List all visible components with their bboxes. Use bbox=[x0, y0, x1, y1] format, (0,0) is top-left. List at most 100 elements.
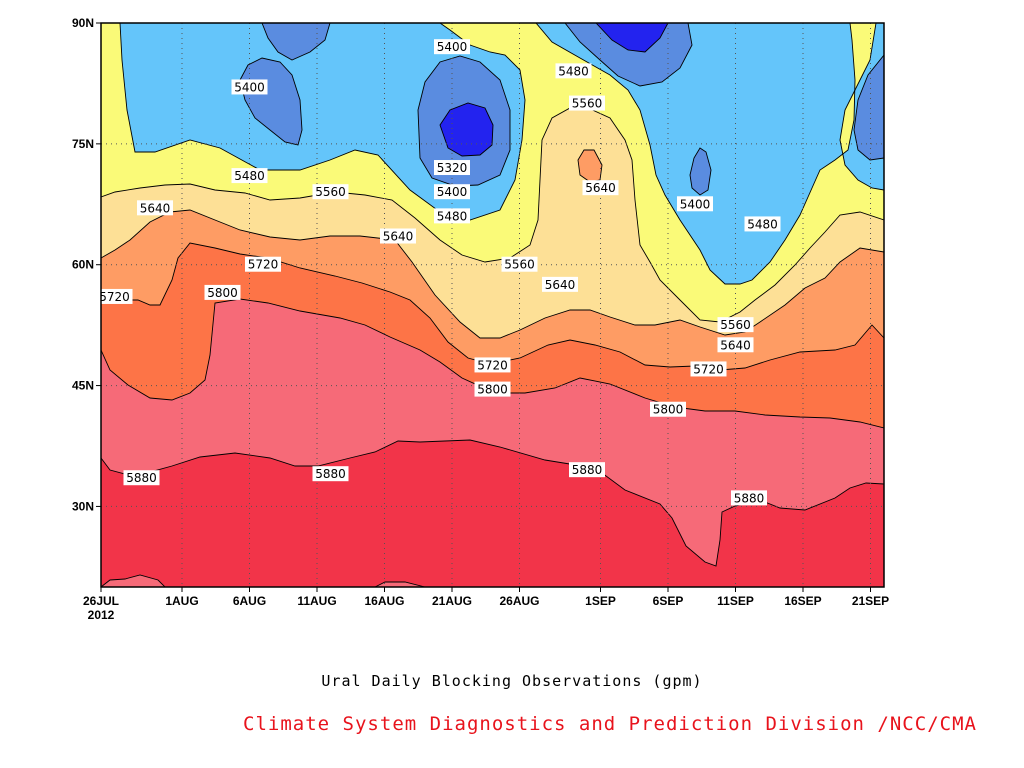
contour-label-text: 5400 bbox=[680, 197, 711, 211]
contour-labels: 5400 5400 5480 5560 5320 5480 5400 5640 5400 5560… bbox=[99, 39, 781, 506]
contour-label-text: 5880 bbox=[734, 491, 765, 505]
contour-label-bg bbox=[569, 95, 605, 111]
contour-label: 5720 bbox=[474, 357, 511, 373]
x-tick-label: 16SEP bbox=[784, 594, 821, 608]
contour-label-text: 5800 bbox=[477, 383, 508, 397]
y-tick-label: 60N bbox=[72, 258, 94, 272]
contour-label-bg bbox=[542, 276, 578, 292]
contour-label-text: 5560 bbox=[720, 318, 751, 332]
contour-label-text: 5560 bbox=[504, 258, 535, 272]
contour-label: 5800 bbox=[204, 284, 241, 300]
x-tick-label: 16AUG bbox=[364, 594, 404, 608]
contour-label-bg bbox=[380, 228, 416, 244]
contour-label-bg bbox=[245, 256, 281, 272]
contour-label-text: 5400 bbox=[437, 40, 468, 54]
contour-label-text: 5400 bbox=[234, 80, 265, 94]
contour-label-bg bbox=[744, 216, 781, 232]
contour-label-bg bbox=[231, 79, 268, 95]
contour-label: 5560 bbox=[717, 317, 754, 333]
contour-label-bg bbox=[717, 317, 754, 333]
contour-label-text: 5720 bbox=[248, 258, 279, 272]
contour-label-text: 5640 bbox=[140, 201, 171, 215]
contour-label-bg bbox=[204, 284, 241, 300]
contour-label-text: 5560 bbox=[315, 185, 346, 199]
contour-label: 5720 bbox=[690, 361, 727, 377]
contour-label: 5560 bbox=[312, 184, 349, 200]
y-axis: 30N 45N 60N 75N 90N bbox=[72, 16, 101, 513]
contour-label-text: 5560 bbox=[572, 97, 603, 111]
contour-label: 5720 bbox=[99, 288, 133, 304]
contour-label-bg bbox=[434, 39, 470, 55]
contour-label-bg bbox=[123, 470, 160, 486]
contour-label-bg bbox=[231, 168, 268, 184]
contour-label-text: 5480 bbox=[437, 209, 468, 223]
contour-label: 5400 bbox=[677, 196, 713, 212]
contour-label-text: 5720 bbox=[99, 290, 130, 304]
contour-label: 5400 bbox=[231, 79, 268, 95]
contour-label: 5400 bbox=[434, 184, 470, 200]
contour-label-text: 5640 bbox=[585, 181, 616, 195]
band-5400-f bbox=[854, 55, 884, 160]
band-5400-d bbox=[565, 23, 692, 86]
contour-label-bg bbox=[731, 490, 767, 506]
x-tick-label: 1AUG bbox=[165, 594, 198, 608]
contour-label: 5880 bbox=[123, 470, 160, 486]
contour-lines bbox=[101, 23, 884, 587]
contour-label: 5480 bbox=[434, 208, 470, 224]
contour-label: 5880 bbox=[312, 466, 349, 482]
contour-label-bg bbox=[717, 337, 754, 353]
contour-label-text: 5880 bbox=[315, 467, 346, 481]
y-tick-label: 30N bbox=[72, 499, 94, 513]
contour-label: 5880 bbox=[569, 462, 605, 478]
y-tick-label: 75N bbox=[72, 137, 94, 151]
band-bottom-patch bbox=[101, 575, 165, 587]
x-tick-label: 1SEP bbox=[585, 594, 616, 608]
x-axis: 26JUL 1AUG 6AUG 11AUG 16AUG 21AUG 26AUG 1SEP 6SE… bbox=[83, 587, 889, 622]
contour-label-text: 5480 bbox=[234, 169, 265, 183]
contour-label: 5560 bbox=[501, 256, 538, 272]
x-tick-label: 6AUG bbox=[233, 594, 266, 608]
contour-label-bg bbox=[474, 357, 511, 373]
band-bottom-patch-2 bbox=[375, 582, 425, 587]
contour-label-bg bbox=[434, 160, 470, 176]
contour-label: 5480 bbox=[231, 168, 268, 184]
contour-label: 5640 bbox=[542, 276, 578, 292]
contour-label-bg bbox=[101, 288, 133, 304]
contour-label-bg bbox=[312, 466, 349, 482]
contour-label-bg bbox=[474, 381, 511, 397]
x-tick-label: 11AUG bbox=[297, 594, 336, 608]
y-tick-label: 90N bbox=[72, 16, 94, 30]
y-tick-label: 45N bbox=[72, 379, 94, 393]
x-tick-label: 26JUL bbox=[83, 594, 119, 608]
contour-label: 5640 bbox=[582, 180, 619, 196]
contour-label: 5560 bbox=[569, 95, 605, 111]
contour-label: 5480 bbox=[555, 63, 592, 79]
band-5640-island bbox=[578, 150, 602, 182]
contour-label-text: 5800 bbox=[207, 286, 238, 300]
x-year-label: 2012 bbox=[88, 608, 115, 622]
contour-label-bg bbox=[569, 462, 605, 478]
band-5320-b bbox=[596, 23, 668, 52]
contour-label: 5320 bbox=[434, 160, 470, 176]
contour-label-text: 5880 bbox=[572, 463, 603, 477]
contour-label: 5720 bbox=[245, 256, 281, 272]
contour-label: 5800 bbox=[474, 381, 511, 397]
contour-label: 5400 bbox=[434, 39, 470, 55]
x-tick-label: 21SEP bbox=[852, 594, 889, 608]
x-tick-label: 11SEP bbox=[717, 594, 754, 608]
contour-label-text: 5480 bbox=[558, 64, 589, 78]
contour-label-text: 5640 bbox=[720, 338, 751, 352]
contour-label: 5640 bbox=[137, 200, 173, 216]
contour-label-bg bbox=[555, 63, 592, 79]
contour-label-bg bbox=[137, 200, 173, 216]
x-tick-label: 6SEP bbox=[653, 594, 684, 608]
credit-line: Climate System Diagnostics and Predictio… bbox=[243, 713, 977, 735]
contour-label: 5640 bbox=[717, 337, 754, 353]
band-5320-a bbox=[440, 103, 493, 156]
band-5400-e bbox=[690, 148, 711, 195]
band-5400-b bbox=[262, 23, 330, 60]
contour-label-text: 5640 bbox=[545, 278, 576, 292]
contour-label: 5800 bbox=[650, 401, 686, 417]
contour-label-bg bbox=[677, 196, 713, 212]
